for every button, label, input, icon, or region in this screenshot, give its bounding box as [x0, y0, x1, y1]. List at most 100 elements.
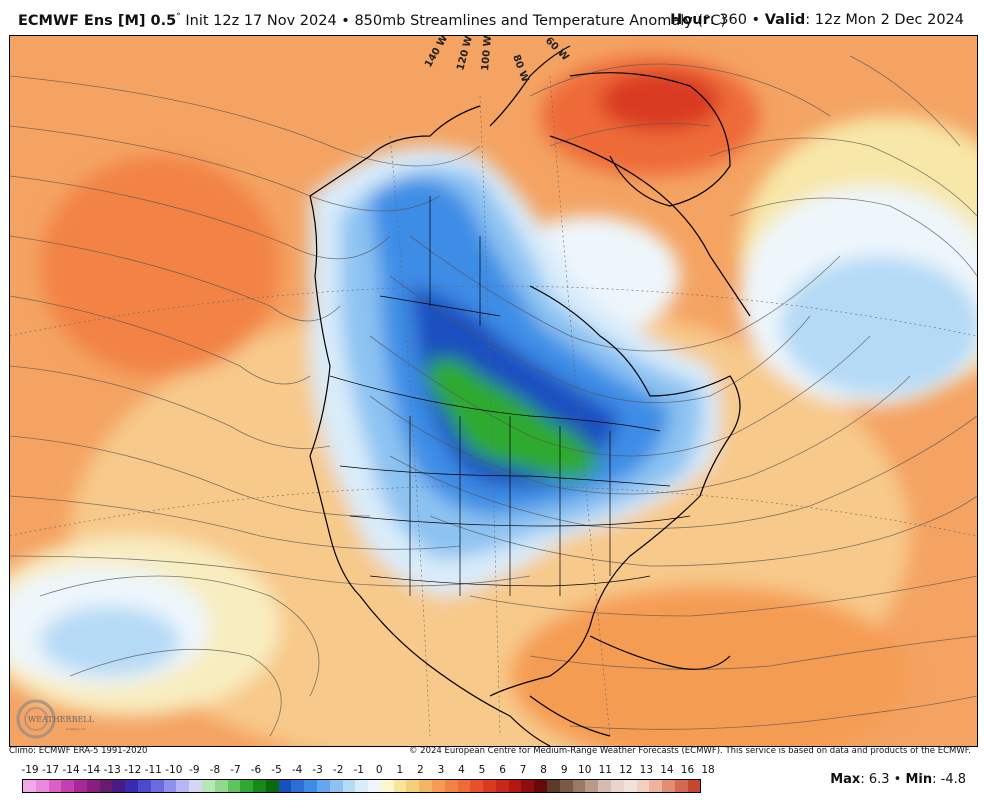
hour-label: Hour: [670, 12, 710, 28]
color-scale-label: -9: [189, 764, 200, 776]
color-scale-label: -12: [124, 764, 142, 776]
color-scale-label: 10: [578, 764, 592, 776]
streamlines: [10, 55, 977, 737]
color-scale-label: -8: [209, 764, 221, 776]
political-borders: [329, 196, 691, 596]
color-scale-label: -13: [103, 764, 121, 776]
color-scale-label: -2: [332, 764, 344, 776]
color-scale-label: 6: [499, 764, 506, 776]
color-swatch: [138, 780, 151, 792]
degree-mark: °: [176, 12, 181, 22]
color-swatch: [176, 780, 190, 792]
color-swatch: [253, 780, 266, 792]
color-swatch: [265, 780, 279, 792]
climo-credit: Climo: ECMWF ERA-5 1991-2020: [9, 746, 148, 756]
valid-label: Valid: [764, 12, 806, 28]
color-swatch: [610, 780, 624, 792]
color-swatch: [687, 780, 701, 792]
color-scale-label: -6: [250, 764, 262, 776]
color-swatch: [99, 780, 113, 792]
color-swatch: [483, 780, 496, 792]
coastlines: [309, 45, 751, 746]
color-scale-label: 5: [478, 764, 486, 776]
color-scale-swatches: [22, 779, 702, 793]
color-swatch: [623, 780, 637, 792]
anomaly-field: [10, 56, 977, 746]
color-swatch: [201, 780, 215, 792]
max-min-readout: Max: 6.3 • Min: -4.8: [830, 772, 966, 787]
color-scale: -19 -17 -14 -14 -13 -12 -11 -10 -9 -8 -7 -6 -5 -4 -3 -2…: [21, 764, 715, 793]
min-label: Min: [905, 772, 933, 787]
color-swatch: [662, 780, 675, 792]
color-scale-label: 11: [598, 764, 612, 776]
color-scale-label: 16: [680, 764, 695, 776]
color-scale-label: 2: [417, 764, 424, 776]
color-scale-label: 13: [639, 764, 654, 776]
color-swatch: [368, 780, 381, 792]
header: ECMWF Ens [M] 0.5° Init 12z 17 Nov 2024 …: [0, 0, 984, 34]
color-scale-label: -7: [230, 764, 241, 776]
color-scale-label: -11: [144, 764, 162, 776]
max-value: : 6.3 •: [860, 772, 906, 787]
color-swatch: [35, 780, 49, 792]
color-swatch: [329, 780, 343, 792]
color-scale-label: -17: [41, 764, 60, 776]
color-swatch: [393, 780, 407, 792]
color-swatch: [355, 780, 369, 792]
color-swatch: [559, 780, 573, 792]
color-scale-label: 4: [458, 764, 465, 776]
color-swatch: [163, 780, 177, 792]
valid-value: : 12z Mon 2 Dec 2024: [805, 12, 964, 28]
color-swatch: [470, 780, 484, 792]
color-swatch: [48, 780, 62, 792]
color-swatch: [636, 780, 650, 792]
color-scale-label: 12: [619, 764, 633, 776]
credits: Climo: ECMWF ERA-5 1991-2020 © 2024 Euro…: [0, 745, 984, 759]
color-scale-label: -5: [271, 764, 282, 776]
copyright-credit: © 2024 European Centre for Medium-Range …: [408, 746, 971, 756]
color-scale-label: 0: [375, 764, 383, 776]
color-scale-label: 9: [560, 764, 568, 776]
color-swatch: [61, 780, 75, 792]
color-swatch: [585, 780, 599, 792]
color-swatch: [380, 780, 394, 792]
color-swatch: [547, 780, 560, 792]
color-scale-label: -19: [21, 764, 39, 776]
color-scale-label: -14: [62, 764, 80, 776]
svg-text:Analytics LLC: Analytics LLC: [66, 727, 86, 731]
weatherbell-logo: WEATHERBELL Analytics LLC: [14, 697, 104, 745]
color-scale-label: -1: [353, 764, 364, 776]
color-swatch: [444, 780, 458, 792]
color-swatch: [125, 780, 139, 792]
color-scale-label: -4: [291, 764, 303, 776]
color-swatch: [304, 780, 317, 792]
color-swatch: [23, 780, 36, 792]
header-title: ECMWF Ens [M] 0.5° Init 12z 17 Nov 2024 …: [18, 12, 726, 29]
color-swatch: [74, 780, 87, 792]
color-swatch: [214, 780, 228, 792]
color-scale-label: 1: [396, 764, 404, 776]
color-swatch: [189, 780, 202, 792]
color-scale-label: 14: [660, 764, 674, 776]
lon-label-100w: 100 W: [480, 36, 494, 71]
color-swatch: [457, 780, 471, 792]
color-swatch: [112, 780, 126, 792]
color-scale-label: -10: [165, 764, 183, 776]
color-swatch: [534, 780, 548, 792]
color-swatch: [432, 780, 445, 792]
color-scale-label: 18: [701, 764, 715, 776]
min-value: : -4.8: [932, 772, 966, 787]
model-name: ECMWF Ens [M] 0.5: [18, 12, 177, 29]
color-swatch: [572, 780, 586, 792]
color-swatch: [406, 780, 420, 792]
header-validity: Hour: 360 • Valid: 12z Mon 2 Dec 2024: [670, 12, 964, 28]
color-scale-label: 3: [437, 764, 445, 776]
color-swatch: [674, 780, 688, 792]
graticule: [10, 75, 977, 737]
color-swatch: [598, 780, 611, 792]
color-swatch: [508, 780, 522, 792]
color-swatch: [291, 780, 305, 792]
color-scale-labels: -19 -17 -14 -14 -13 -12 -11 -10 -9 -8 -7 -6 -5 -4 -3 -2…: [21, 764, 714, 778]
hour-value: : 360 •: [709, 12, 765, 28]
init-text: Init 12z 17 Nov 2024 • 850mb Streamlines…: [180, 12, 727, 29]
